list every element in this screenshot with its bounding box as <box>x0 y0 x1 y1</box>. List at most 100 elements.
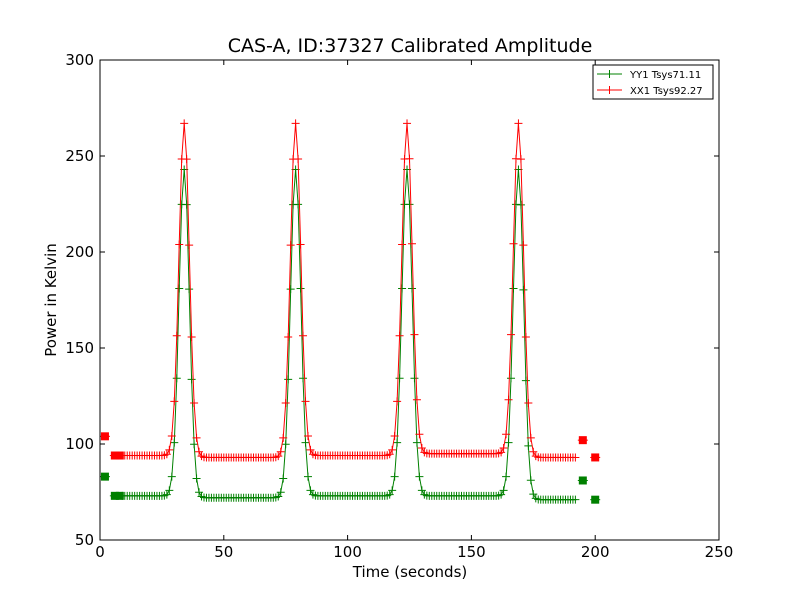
series-point-0-154 <box>499 486 508 495</box>
x-axis-label: Time (seconds) <box>352 563 468 581</box>
series-point-1-118 <box>410 330 419 339</box>
series-point-1-120 <box>415 430 424 439</box>
series-point-0-29 <box>190 440 199 449</box>
series-point-1-117 <box>407 239 416 248</box>
series-point-0-164 <box>524 441 533 450</box>
series-point-1-75 <box>303 432 312 441</box>
legend-box <box>592 64 714 100</box>
series-point-1-113 <box>398 240 407 249</box>
series-point-0-30 <box>192 474 201 483</box>
series-point-1-73 <box>299 331 308 340</box>
series-point-1-70 <box>291 119 300 128</box>
series-point-0-63 <box>274 492 283 501</box>
series-point-1-72 <box>296 240 305 249</box>
series-point-1-31 <box>195 447 204 456</box>
x-tick-label-2: 100 <box>333 543 362 561</box>
series-point-0-118 <box>410 374 419 383</box>
series-point-1-68 <box>286 241 295 250</box>
series-0 <box>99 165 601 504</box>
y-tick-label-0: 50 <box>75 531 94 549</box>
x-tick-label-3: 150 <box>457 543 486 561</box>
series-point-1-157 <box>507 330 516 339</box>
series-point-0-64 <box>276 488 285 497</box>
series-point-0-117 <box>407 284 416 293</box>
series-point-1-119 <box>412 395 421 404</box>
series-point-0-158 <box>509 284 518 293</box>
series-point-0-71 <box>294 200 303 209</box>
series-point-1-166 <box>529 447 538 456</box>
series-point-1-28 <box>187 333 196 342</box>
legend-marker-0 <box>605 70 614 78</box>
series-point-1-115 <box>403 119 412 128</box>
chart-title: CAS-A, ID:37327 Calibrated Amplitude <box>228 35 593 57</box>
series-point-0-163 <box>521 376 530 385</box>
series-point-0-156 <box>504 438 513 447</box>
series-point-0-76 <box>306 486 315 495</box>
legend: YY1 Tsys71.11 XX1 Tsys92.27 <box>592 64 714 100</box>
series-point-1-27 <box>185 241 194 250</box>
series-point-0-112 <box>395 374 404 383</box>
y-tick-label-5: 300 <box>65 51 94 69</box>
series-point-0-162 <box>519 285 528 294</box>
series-point-1-154 <box>499 444 508 453</box>
x-tick-label-4: 200 <box>581 543 610 561</box>
series-point-0-110 <box>390 472 399 481</box>
series-point-0-65 <box>279 474 288 483</box>
series-point-1-162 <box>519 241 528 250</box>
series-point-0-72 <box>296 284 305 293</box>
series-point-0-120 <box>415 472 424 481</box>
series-point-0-166 <box>529 490 538 499</box>
y-axis-label: Power in Kelvin <box>42 243 60 357</box>
series-point-0-73 <box>299 374 308 383</box>
series-point-1-160 <box>514 119 523 128</box>
series-point-1-183 <box>571 453 580 462</box>
series-point-0-119 <box>412 438 421 447</box>
series-point-1-21 <box>170 397 179 406</box>
series-point-0-153 <box>497 490 506 499</box>
series-point-0-67 <box>284 375 293 384</box>
series-point-0-31 <box>195 488 204 497</box>
series-point-1-153 <box>497 448 506 457</box>
series-point-1-111 <box>393 397 402 406</box>
series-point-0-161 <box>516 200 525 209</box>
series-point-0-20 <box>167 472 176 481</box>
series-point-0-18 <box>162 490 171 499</box>
series-point-0-28 <box>187 375 196 384</box>
series-point-1-29 <box>190 398 199 407</box>
series-point-0-23 <box>175 284 184 293</box>
series-point-0-21 <box>170 438 179 447</box>
series-point-1-163 <box>521 333 530 342</box>
y-tick-label-3: 200 <box>65 243 94 261</box>
plot-area <box>99 59 720 541</box>
x-tick-label-5: 250 <box>705 543 734 561</box>
series-point-0-108 <box>385 490 394 499</box>
series-point-0-68 <box>286 285 295 294</box>
legend-entry-1: XX1 Tsys92.27 <box>630 86 703 97</box>
series-point-1-25 <box>180 119 189 128</box>
series-point-1-164 <box>524 398 533 407</box>
series-point-1-156 <box>504 395 513 404</box>
series-point-0-113 <box>398 284 407 293</box>
series-point-0-183 <box>571 495 580 504</box>
series-point-0-27 <box>185 285 194 294</box>
series-point-1-30 <box>192 433 201 442</box>
series-point-1-22 <box>172 331 181 340</box>
series-1 <box>99 119 601 462</box>
series-point-1-76 <box>306 445 315 454</box>
series-point-1-18 <box>162 450 171 459</box>
series-point-0-157 <box>507 374 516 383</box>
series-point-0-109 <box>388 486 397 495</box>
axes-frame <box>99 59 720 541</box>
series-point-0-155 <box>502 472 511 481</box>
series-point-1-66 <box>281 398 290 407</box>
series-point-1-155 <box>502 430 511 439</box>
series-point-1-121 <box>417 444 426 453</box>
x-tick-label-0: 0 <box>95 543 105 561</box>
series-point-1-19 <box>165 445 174 454</box>
series-point-1-112 <box>395 331 404 340</box>
series-point-0-66 <box>281 440 290 449</box>
series-point-0-75 <box>303 472 312 481</box>
series-point-0-165 <box>526 476 535 485</box>
